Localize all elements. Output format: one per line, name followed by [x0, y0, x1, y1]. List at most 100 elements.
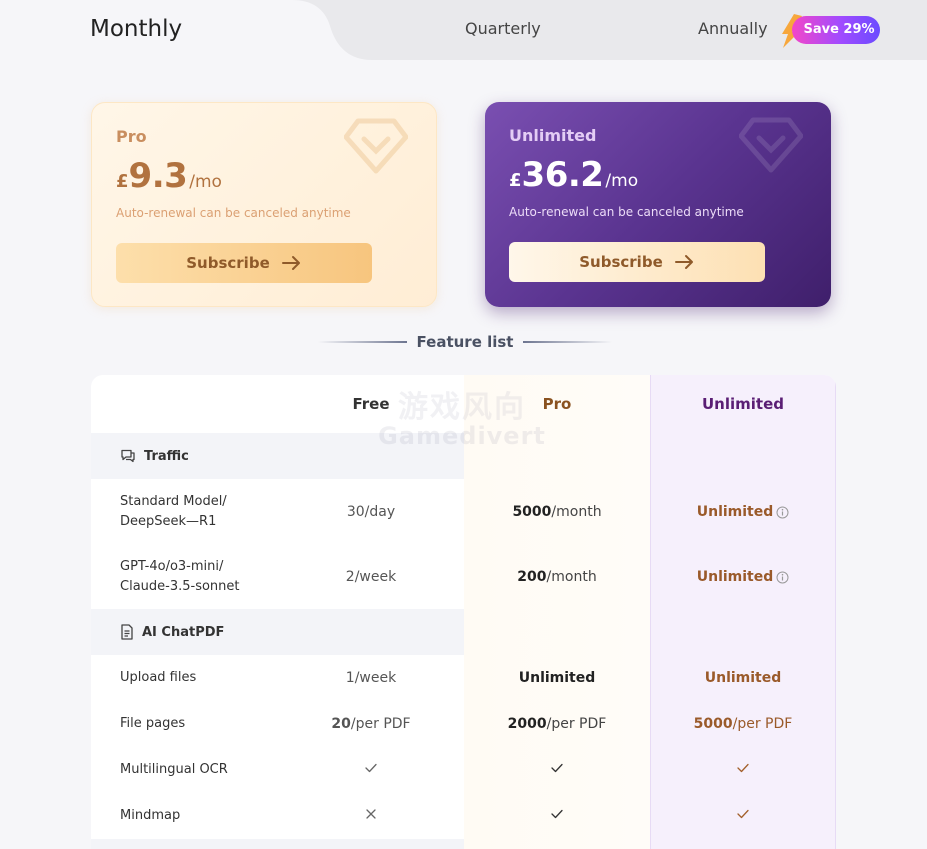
renewal-note: Auto-renewal can be canceled anytime: [509, 205, 744, 219]
feature-label-line: Claude-3.5-sonnet: [120, 579, 240, 594]
check-icon: [551, 809, 563, 819]
value-free: 30/day: [346, 504, 396, 520]
tab-monthly[interactable]: Monthly: [90, 16, 183, 42]
feature-label: Multilingual OCR: [120, 762, 228, 777]
billing-period-tabs: Monthly Quarterly Annually Save 29%: [0, 0, 927, 60]
value-unlimited: Unlimited: [650, 670, 836, 686]
arrow-right-icon: [281, 256, 300, 270]
subscribe-label: Subscribe: [186, 254, 270, 272]
plan-name: Unlimited: [509, 126, 597, 145]
value-number: 5000: [512, 504, 552, 520]
value-text: Unlimited: [696, 569, 774, 585]
feature-label-line: GPT-4o/o3-mini/: [120, 559, 224, 574]
table-row: GPT-4o/o3-mini/ Claude-3.5-sonnet 2/week…: [91, 545, 836, 609]
feature-label-line: DeepSeek—R1: [120, 514, 217, 529]
value-number: 2000: [507, 716, 547, 732]
info-icon[interactable]: [776, 506, 789, 519]
value-unit: /per PDF: [350, 716, 411, 732]
value-free: 1/week: [345, 670, 397, 686]
value-text: Unlimited: [696, 504, 774, 520]
value-unit: /month: [546, 569, 597, 585]
plan-name: Pro: [116, 127, 147, 146]
check-icon: [737, 763, 749, 773]
price: £ 9.3 /mo: [116, 156, 412, 200]
subscribe-button-pro[interactable]: Subscribe: [116, 243, 372, 283]
price-period: /mo: [605, 171, 639, 191]
feature-label-line: Standard Model/: [120, 494, 227, 509]
feature-label: Standard Model/ DeepSeek—R1: [91, 492, 278, 532]
value-number: 20: [331, 716, 351, 732]
value-text: Unlimited: [518, 670, 596, 686]
price-amount: 9.3: [128, 156, 188, 196]
document-icon: [121, 624, 133, 640]
tab-quarterly[interactable]: Quarterly: [465, 19, 541, 38]
value-unlimited: Unlimited: [650, 504, 836, 520]
arrow-right-icon: [674, 255, 693, 269]
check-icon: [365, 763, 377, 773]
subscribe-label: Subscribe: [579, 253, 663, 271]
currency-symbol: £: [116, 171, 129, 192]
feature-label: GPT-4o/o3-mini/ Claude-3.5-sonnet: [91, 557, 278, 597]
value-free: [278, 762, 464, 778]
value-free: 2/week: [345, 569, 397, 585]
value-pro: 2000/per PDF: [464, 716, 650, 732]
divider: [318, 341, 407, 343]
table-row: File pages 20/per PDF 2000/per PDF 5000/…: [91, 701, 836, 747]
column-header-unlimited: Unlimited: [702, 395, 784, 413]
table-row: Multilingual OCR: [91, 747, 836, 793]
value-number: 200: [517, 569, 547, 585]
feature-comparison-table: Free Pro Unlimited Traffic Standard Mode…: [91, 375, 836, 849]
section-header-chatpdf: AI ChatPDF: [91, 609, 464, 655]
cross-icon: [366, 809, 376, 819]
feature-label: Upload files: [120, 670, 197, 685]
feature-list-heading: Feature list: [318, 330, 612, 354]
currency-symbol: £: [509, 170, 522, 191]
check-icon: [737, 809, 749, 819]
feature-list-title: Feature list: [416, 333, 514, 351]
table-row: Mindmap: [91, 793, 836, 839]
value-pro: 200/month: [464, 569, 650, 585]
section-title: AI ChatPDF: [142, 624, 225, 640]
column-header-free: Free: [352, 395, 390, 413]
plan-card-unlimited: Unlimited £ 36.2 /mo Auto-renewal can be…: [485, 102, 831, 307]
table-row: Standard Model/ DeepSeek—R1 30/day 5000/…: [91, 479, 836, 545]
value-text: Unlimited: [704, 670, 782, 686]
price-amount: 36.2: [521, 155, 604, 195]
feature-label: Mindmap: [120, 808, 181, 823]
value-number: 5000: [693, 716, 733, 732]
table-header-row: Free Pro Unlimited: [91, 375, 836, 433]
tab-annually[interactable]: Annually: [698, 19, 768, 38]
section-header-next: [91, 839, 464, 849]
section-header-traffic: Traffic: [91, 433, 464, 479]
feature-label: File pages: [120, 716, 186, 731]
chat-bubble-icon: [121, 449, 135, 463]
diamond-icon: [739, 117, 803, 173]
diamond-icon: [344, 118, 408, 174]
value-pro: 5000/month: [464, 504, 650, 520]
table-row: Upload files 1/week Unlimited Unlimited: [91, 655, 836, 701]
value-pro: Unlimited: [464, 670, 650, 686]
divider: [523, 341, 612, 343]
column-header-pro: Pro: [542, 395, 572, 413]
value-unit: /per PDF: [546, 716, 607, 732]
section-title: Traffic: [144, 448, 189, 464]
value-free: 20/per PDF: [278, 716, 464, 732]
value-unlimited: [650, 762, 836, 778]
value-pro: [464, 762, 650, 778]
subscribe-button-unlimited[interactable]: Subscribe: [509, 242, 765, 282]
check-icon: [551, 763, 563, 773]
value-unlimited: Unlimited: [650, 569, 836, 585]
value-unit: /month: [551, 504, 602, 520]
plan-card-pro: Pro £ 9.3 /mo Auto-renewal can be cancel…: [91, 102, 437, 307]
renewal-note: Auto-renewal can be canceled anytime: [116, 206, 351, 220]
price: £ 36.2 /mo: [509, 155, 807, 199]
value-pro: [464, 808, 650, 824]
value-unlimited: [650, 808, 836, 824]
value-unit: /per PDF: [732, 716, 793, 732]
price-period: /mo: [189, 172, 222, 192]
value-free: [278, 808, 464, 824]
info-icon[interactable]: [776, 571, 789, 584]
save-badge: Save 29%: [792, 16, 880, 44]
tab-inactive-background: [292, 0, 927, 60]
value-unlimited: 5000/per PDF: [650, 716, 836, 732]
